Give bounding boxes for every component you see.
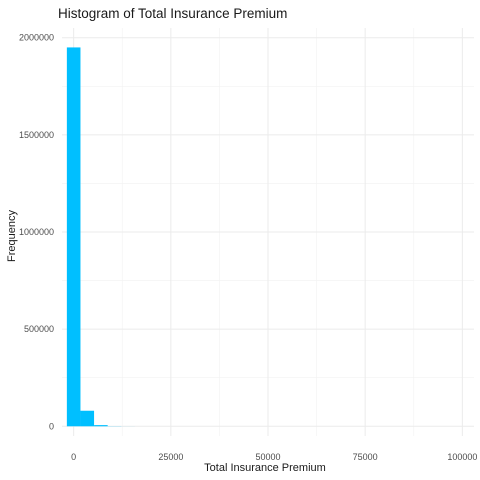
histogram-bar <box>94 425 108 427</box>
histogram-bars <box>66 47 135 427</box>
x-tick-label: 100000 <box>447 452 477 462</box>
x-axis-title: Total Insurance Premium <box>204 462 326 474</box>
y-axis-ticks: 0 500000 1000000 1500000 2000000 <box>19 33 54 432</box>
x-tick-label: 50000 <box>255 452 280 462</box>
y-tick-label: 0 <box>49 421 54 431</box>
histogram-bar <box>80 410 95 427</box>
x-axis-ticks: 0 25000 50000 75000 100000 <box>71 452 477 462</box>
x-tick-label: 75000 <box>353 452 378 462</box>
histogram-bar <box>66 47 81 427</box>
y-tick-label: 1000000 <box>19 227 54 237</box>
y-tick-label: 500000 <box>24 324 54 334</box>
y-tick-label: 2000000 <box>19 33 54 43</box>
y-tick-label: 1500000 <box>19 130 54 140</box>
x-tick-label: 25000 <box>158 452 183 462</box>
y-axis-title: Frequency <box>6 210 18 262</box>
x-tick-label: 0 <box>71 452 76 462</box>
chart-title: Histogram of Total Insurance Premium <box>58 6 287 21</box>
